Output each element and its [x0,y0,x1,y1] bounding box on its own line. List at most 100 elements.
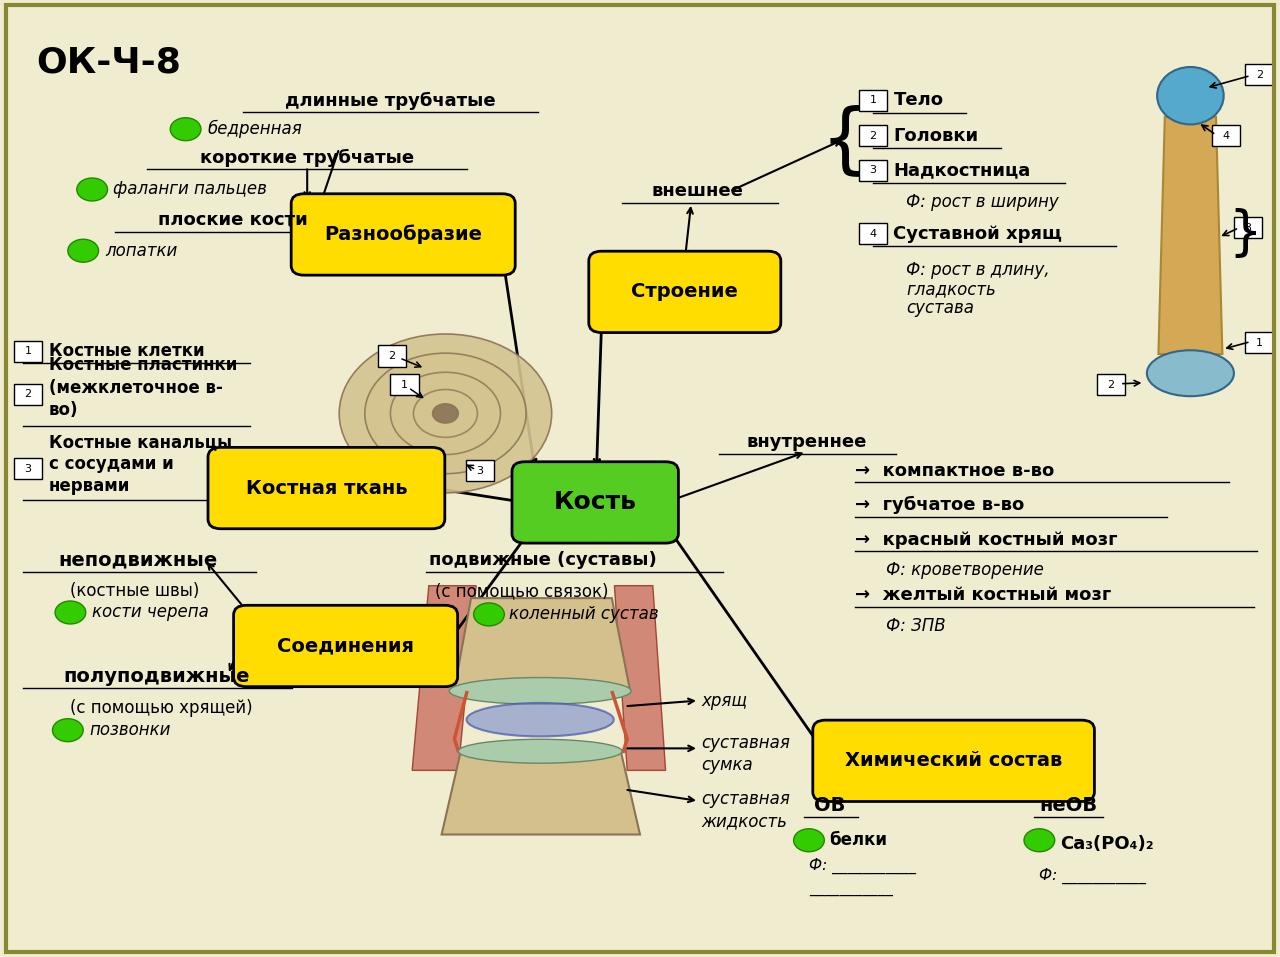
Ellipse shape [1147,350,1234,396]
Text: позвонки: позвонки [90,722,172,739]
Text: 3: 3 [24,464,32,474]
Text: лопатки: лопатки [105,242,177,259]
Text: 1: 1 [1256,338,1263,347]
Text: Ф: кроветворение: Ф: кроветворение [886,562,1043,579]
Circle shape [365,353,526,474]
Text: неподвижные: неподвижные [59,550,218,569]
Text: гладкость: гладкость [906,280,996,298]
FancyBboxPatch shape [14,341,42,362]
FancyBboxPatch shape [589,252,781,332]
FancyBboxPatch shape [390,374,419,395]
Circle shape [390,372,500,455]
FancyBboxPatch shape [233,605,458,687]
Text: Соединения: Соединения [276,636,415,656]
Text: {: { [820,104,869,179]
Ellipse shape [449,678,631,704]
FancyBboxPatch shape [292,193,515,275]
Text: белки: белки [829,832,887,849]
Text: ОВ: ОВ [814,796,845,815]
Ellipse shape [466,702,614,737]
Polygon shape [1158,117,1222,354]
Ellipse shape [1157,67,1224,124]
Polygon shape [412,586,476,770]
Text: Головки: Головки [893,127,979,145]
FancyBboxPatch shape [1234,217,1262,238]
Text: внутреннее: внутреннее [746,434,867,451]
Circle shape [170,118,201,141]
FancyBboxPatch shape [859,223,887,244]
Polygon shape [442,751,640,835]
Circle shape [339,334,552,493]
Text: Костные пластинки
(межклеточное в-
во): Костные пластинки (межклеточное в- во) [49,356,237,419]
FancyBboxPatch shape [859,125,887,146]
Text: 2: 2 [1256,70,1263,79]
Text: Ф: рост в ширину: Ф: рост в ширину [906,193,1059,211]
Circle shape [55,601,86,624]
Text: внешнее: внешнее [652,183,744,200]
Text: Химический состав: Химический состав [845,751,1062,770]
Text: 3: 3 [869,166,877,175]
Text: суставная
жидкость: суставная жидкость [701,790,790,831]
FancyBboxPatch shape [1212,125,1240,146]
Text: ОК-Ч-8: ОК-Ч-8 [36,45,182,79]
Text: 2: 2 [869,131,877,141]
Text: сустава: сустава [906,300,974,317]
Text: неОВ: неОВ [1039,796,1098,815]
Text: Ca₃(PO₄)₂: Ca₃(PO₄)₂ [1060,835,1153,853]
Ellipse shape [458,739,622,764]
Text: подвижные (суставы): подвижные (суставы) [429,551,657,568]
FancyBboxPatch shape [207,448,445,528]
Text: Ф: ЗПВ: Ф: ЗПВ [886,617,946,634]
Text: Ф: рост в длину,: Ф: рост в длину, [906,261,1050,278]
Text: 1: 1 [401,380,408,389]
Circle shape [794,829,824,852]
Text: →  губчатое в-во: → губчатое в-во [855,497,1024,514]
Text: плоские кости: плоские кости [159,211,307,229]
Text: 2: 2 [1107,380,1115,389]
Text: Надкостница: Надкостница [893,162,1030,179]
Text: Костная ткань: Костная ткань [246,478,407,498]
Text: Костные клетки: Костные клетки [49,343,205,360]
Text: Строение: Строение [631,282,739,301]
FancyBboxPatch shape [512,462,678,544]
Circle shape [77,178,108,201]
Text: }: } [1229,209,1262,260]
Text: хрящ: хрящ [701,692,748,709]
FancyBboxPatch shape [378,345,406,367]
FancyBboxPatch shape [1245,64,1274,85]
Text: полуподвижные: полуподвижные [63,667,250,686]
Polygon shape [614,586,666,770]
Text: Суставной хрящ: Суставной хрящ [893,225,1062,242]
Text: 3: 3 [1244,223,1252,233]
Text: 4: 4 [869,229,877,238]
Text: (с помощью хрящей): (с помощью хрящей) [70,700,253,717]
Text: 2: 2 [24,389,32,399]
Circle shape [52,719,83,742]
Circle shape [433,404,458,423]
Text: 1: 1 [24,346,32,356]
Text: →  компактное в-во: → компактное в-во [855,462,1055,479]
Text: Тело: Тело [893,92,943,109]
Circle shape [68,239,99,262]
Text: фаланги пальцев: фаланги пальцев [113,181,266,198]
Text: ___________: ___________ [809,880,893,896]
Text: Костные канальцы
с сосудами и
нервами: Костные канальцы с сосудами и нервами [49,433,232,496]
Text: короткие трубчатые: короткие трубчатые [200,149,415,167]
Text: длинные трубчатые: длинные трубчатые [285,92,495,109]
Text: 3: 3 [476,466,484,476]
FancyBboxPatch shape [859,90,887,111]
FancyBboxPatch shape [813,720,1094,802]
Text: 2: 2 [388,351,396,361]
Text: 1: 1 [869,96,877,105]
Circle shape [1024,829,1055,852]
FancyBboxPatch shape [1245,332,1274,353]
Circle shape [413,389,477,437]
Text: бедренная: бедренная [207,120,302,139]
Circle shape [474,603,504,626]
Text: Кость: Кость [554,490,636,515]
FancyBboxPatch shape [859,160,887,181]
Text: 4: 4 [1222,131,1230,141]
Text: коленный сустав: коленный сустав [509,606,659,623]
Text: →  желтый костный мозг: → желтый костный мозг [855,587,1111,604]
FancyBboxPatch shape [466,460,494,481]
